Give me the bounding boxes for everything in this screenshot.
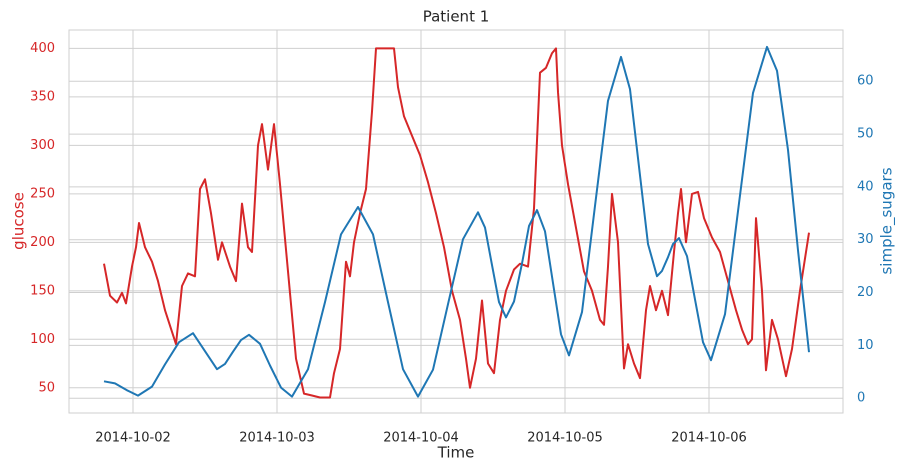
y-tick-label: 150	[30, 283, 55, 298]
y2-tick-label: 10	[857, 338, 874, 353]
y-tick-label: 350	[30, 89, 55, 104]
y-tick-label: 50	[38, 380, 55, 395]
y-tick-label: 400	[30, 41, 55, 56]
y-tick-label: 250	[30, 186, 55, 201]
y-axis-label: glucose	[10, 192, 28, 250]
x-tick-label: 2014-10-04	[383, 431, 459, 446]
y2-tick-label: 60	[857, 74, 874, 89]
y2-tick-label: 40	[857, 179, 874, 194]
line-series	[103, 47, 810, 399]
y2-tick-label: 50	[857, 127, 874, 142]
x-tick-label: 2014-10-06	[671, 431, 747, 446]
plot-frame	[68, 29, 844, 414]
y2-tick-label: 30	[857, 232, 874, 247]
chart-title: Patient 1	[423, 8, 490, 26]
y2-tick-label: 20	[857, 285, 874, 300]
y-tick-label: 100	[30, 332, 55, 347]
y-tick-label: 200	[30, 235, 55, 250]
y2-axis-label: simple_sugars	[878, 167, 897, 274]
x-axis-label: Time	[437, 444, 475, 462]
x-tick-label: 2014-10-02	[95, 431, 171, 446]
x-tick-label: 2014-10-05	[527, 431, 603, 446]
y2-tick-label: 0	[857, 391, 865, 406]
x-tick-label: 2014-10-03	[239, 431, 315, 446]
grid	[69, 30, 843, 413]
y-tick-label: 300	[30, 138, 55, 153]
line-series	[103, 45, 810, 398]
